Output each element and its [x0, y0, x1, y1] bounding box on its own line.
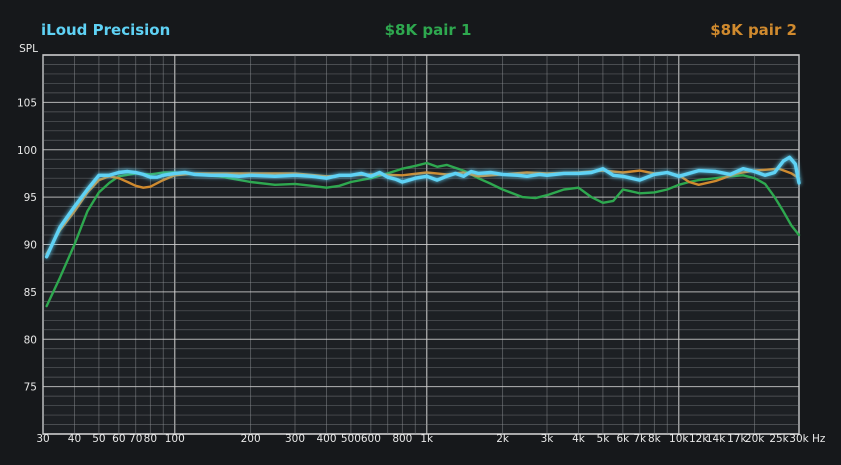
x-tick-label: 25k	[769, 433, 789, 445]
grid	[42, 55, 800, 434]
x-tick-label: 60	[112, 433, 125, 445]
x-tick-label: 10k	[669, 433, 689, 445]
x-tick-label: 14k	[706, 433, 726, 445]
legend-entry-1: $8K pair 1	[385, 21, 472, 39]
legend-entry-3: iLoud Precision	[41, 21, 170, 39]
x-tick-label: 4k	[572, 433, 586, 445]
x-tick-label: 3k	[541, 433, 555, 445]
series-line-3	[44, 155, 801, 259]
series-layer	[44, 155, 801, 308]
x-tick-label: 2k	[496, 433, 510, 445]
y-axis-label: SPL	[19, 43, 38, 55]
x-tick-label: 8k	[648, 433, 662, 445]
x-tick-label: 7k	[633, 433, 647, 445]
y-tick-label: 95	[24, 192, 37, 204]
legend-entry-2: $8K pair 2	[710, 21, 797, 39]
x-tick-label: 100	[165, 433, 185, 445]
y-tick-label: 85	[24, 287, 37, 299]
x-tick-label: 80	[144, 433, 157, 445]
x-tick-label: 30k	[789, 433, 809, 445]
series-line-2	[45, 167, 801, 256]
x-tick-label: 200	[241, 433, 261, 445]
x-tick-label: 70	[129, 433, 142, 445]
x-tick-label: 300	[285, 433, 305, 445]
x-tick-label: 6k	[616, 433, 630, 445]
x-tick-label: 600	[361, 433, 381, 445]
y-tick-label: 75	[24, 382, 37, 394]
y-tick-label: 105	[17, 97, 37, 109]
x-tick-label: 30	[36, 433, 49, 445]
x-axis-unit: Hz	[812, 433, 826, 445]
legend: $8K pair 1 $8K pair 2 iLoud Precision	[41, 21, 797, 39]
y-tick-label: 80	[24, 334, 37, 346]
x-tick-label: 1k	[420, 433, 434, 445]
x-tick-label: 20k	[745, 433, 765, 445]
x-tick-label: 800	[392, 433, 412, 445]
y-tick-label: 100	[17, 145, 37, 157]
x-tick-label: 40	[68, 433, 81, 445]
x-tick-label: 17k	[727, 433, 747, 445]
x-tick-label: 50	[92, 433, 105, 445]
x-tick-label: 400	[316, 433, 336, 445]
x-tick-label: 500	[341, 433, 361, 445]
x-tick-label: 12k	[689, 433, 709, 445]
x-tick-label: 5k	[597, 433, 611, 445]
y-tick-label: 90	[24, 240, 37, 252]
